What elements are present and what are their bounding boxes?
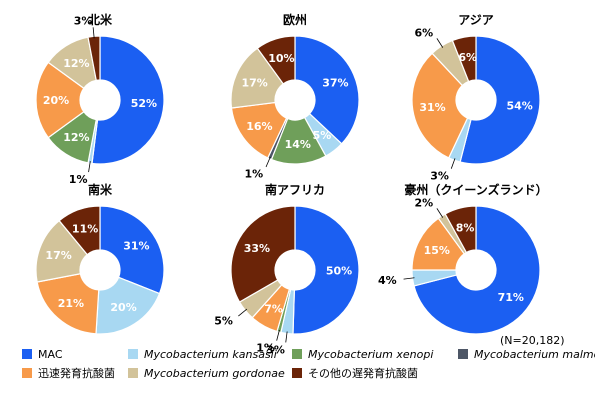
chart-title: 北米 <box>88 12 113 27</box>
data-label: 1% <box>245 167 264 180</box>
donut-slice <box>95 276 161 335</box>
data-label: 31% <box>123 239 149 252</box>
legend-swatch <box>292 368 302 378</box>
donut-slice <box>459 35 541 165</box>
legend-label: Mycobacterium xenopi <box>308 348 433 361</box>
data-label: 11% <box>72 223 98 236</box>
legend-item: その他の遅発育抗酸菌 <box>292 366 418 380</box>
legend-label: その他の遅発育抗酸菌 <box>308 366 418 380</box>
legend: MAC Mycobacterium kansasii Mycobacterium x… <box>22 348 595 380</box>
leader-line <box>450 158 456 169</box>
chart-title: 南アフリカ <box>265 182 325 197</box>
legend-label: MAC <box>38 348 63 361</box>
donut-slice <box>35 61 85 139</box>
legend-item: Mycobacterium xenopi <box>292 348 433 361</box>
legend-item: 迅速発育抗酸菌 <box>22 366 115 380</box>
chart-title: 南米 <box>88 182 113 197</box>
data-label: 2% <box>414 196 433 209</box>
donut-slice <box>35 219 89 283</box>
data-label: 21% <box>58 297 84 310</box>
data-label: 71% <box>498 291 524 304</box>
chart-title: 欧州 <box>283 12 307 27</box>
legend-label: 迅速発育抗酸菌 <box>38 366 115 380</box>
donut-slice <box>451 35 477 83</box>
donut-slice <box>87 35 101 82</box>
data-label: 16% <box>246 120 272 133</box>
donut-chart-3: アジア 54% 3% 31% 6% 6% <box>411 13 541 182</box>
donut-slice <box>411 52 469 159</box>
leader-line <box>265 156 271 168</box>
leader-line <box>276 329 280 341</box>
leader-line <box>436 208 444 218</box>
data-label: 1% <box>256 341 275 354</box>
legend-label: Mycobacterium kansasii <box>144 348 277 361</box>
legend-item: Mycobacterium malmoense <box>458 348 595 361</box>
legend-swatch <box>22 349 32 359</box>
data-label: 37% <box>322 77 348 90</box>
chart-title: アジア <box>458 13 494 27</box>
donut-slice <box>292 205 360 335</box>
data-label: 20% <box>43 94 69 107</box>
data-label: 31% <box>419 101 445 114</box>
donut-slice <box>99 205 165 295</box>
legend-item: Mycobacterium gordonae <box>128 367 285 380</box>
data-label: 7% <box>264 302 283 315</box>
leader-line <box>285 331 288 343</box>
data-label: 1% <box>69 173 88 186</box>
donut-slice <box>256 35 296 85</box>
data-label: 33% <box>244 242 270 255</box>
leader-line <box>88 161 91 173</box>
donut-chart-4: 南米 31% 20% 21% 17%11% <box>35 182 165 335</box>
data-label: 50% <box>326 265 352 278</box>
data-label: 10% <box>268 52 294 65</box>
donut-slice <box>58 205 101 256</box>
donut-slice <box>91 35 165 165</box>
legend-label: Mycobacterium malmoense <box>474 348 595 361</box>
data-label: 8% <box>456 221 475 234</box>
leader-line <box>403 277 415 280</box>
donut-slice <box>444 205 477 254</box>
data-label: 12% <box>63 131 89 144</box>
data-label: 6% <box>414 26 433 39</box>
legend-swatch <box>128 368 138 378</box>
data-label: 20% <box>110 301 136 314</box>
data-label: 3% <box>74 14 93 27</box>
donut-slice <box>230 205 296 303</box>
data-label: 17% <box>45 249 71 262</box>
data-label: 14% <box>285 138 311 151</box>
data-label: 17% <box>241 77 267 90</box>
chart-title: 豪州（クイーンズランド） <box>404 182 547 197</box>
legend-label: Mycobacterium gordonae <box>144 367 285 380</box>
legend-item: Mycobacterium kansasii <box>128 348 277 361</box>
donut-chart-2: 欧州 37% 5%14% 1% 16% 17%10% <box>230 12 360 180</box>
data-label: 15% <box>424 244 450 257</box>
donut-chart-6: 豪州（クイーンズランド） 71% 4% 15% 2% 8% <box>378 182 548 335</box>
sample-size-note: (N=20,182) <box>500 334 565 347</box>
data-label: 3% <box>266 343 285 356</box>
donut-chart-5: 南アフリカ 50% 3%1% 7% 5% 33% <box>214 182 360 356</box>
leader-line <box>436 38 444 48</box>
data-label: 54% <box>506 100 532 113</box>
data-label: 5% <box>313 129 332 142</box>
legend-swatch <box>128 349 138 359</box>
legend-swatch <box>292 349 302 359</box>
data-label: 12% <box>63 57 89 70</box>
donut-slice <box>294 35 360 145</box>
data-label: 52% <box>131 97 157 110</box>
legend-swatch <box>22 368 32 378</box>
legend-item: MAC <box>22 348 63 361</box>
leader-line <box>92 27 95 39</box>
donut-slice <box>230 47 285 109</box>
data-label: 5% <box>214 314 233 327</box>
data-label: 4% <box>378 274 397 287</box>
donut-chart-1: 北米 52% 1% 12% 20% 12% 3% <box>35 12 165 186</box>
legend-swatch <box>458 349 468 359</box>
leader-line <box>238 308 248 317</box>
donut-slice <box>413 205 541 335</box>
data-label: 6% <box>458 51 477 64</box>
data-label: 3% <box>430 169 449 182</box>
donut-slice <box>36 273 100 335</box>
